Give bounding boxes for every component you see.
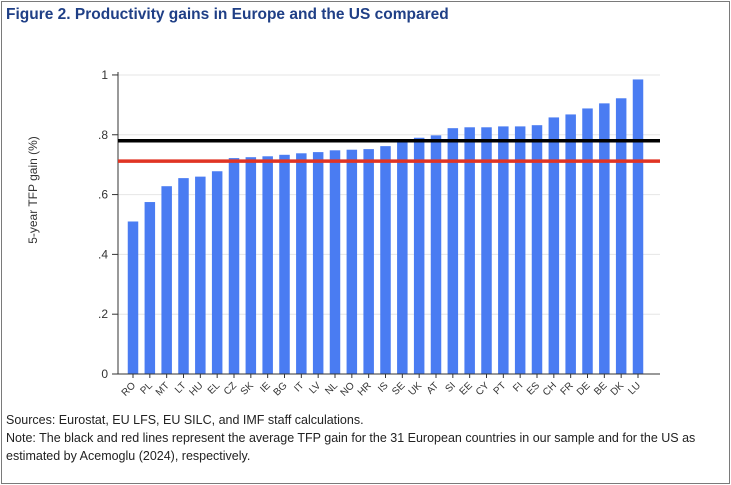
bar bbox=[481, 127, 492, 374]
bars bbox=[127, 79, 644, 375]
bar bbox=[195, 176, 206, 374]
x-tick-label: DK bbox=[609, 380, 627, 398]
bar bbox=[397, 141, 408, 374]
x-tick-label: HU bbox=[187, 380, 205, 398]
bar bbox=[582, 108, 593, 374]
y-tick-label: .6 bbox=[98, 188, 108, 202]
x-tick-label: RO bbox=[120, 380, 139, 399]
bar bbox=[447, 128, 459, 374]
bar bbox=[413, 137, 425, 374]
bar bbox=[211, 171, 223, 374]
x-tick-label: PL bbox=[139, 380, 156, 397]
source-text: Sources: Eurostat, EU LFS, EU SILC, and … bbox=[6, 413, 364, 427]
x-tick-label: SI bbox=[443, 380, 457, 394]
x-tick-label: NL bbox=[323, 380, 340, 397]
bar bbox=[363, 149, 374, 374]
x-tick-label: FI bbox=[511, 380, 525, 394]
x-tick-label: SE bbox=[390, 380, 407, 397]
y-tick-label: .8 bbox=[98, 128, 108, 142]
note-text: Note: The black and red lines represent … bbox=[6, 431, 696, 463]
bar bbox=[262, 156, 273, 374]
bar bbox=[430, 135, 442, 374]
bar bbox=[632, 79, 644, 374]
y-tick-label: .2 bbox=[98, 307, 108, 321]
y-axis: 0 .2 .4 .6 .8 1 bbox=[98, 68, 119, 381]
bar bbox=[615, 98, 627, 374]
x-tick-label: PT bbox=[492, 380, 509, 397]
bar bbox=[548, 117, 560, 375]
reference-lines bbox=[118, 138, 660, 163]
x-tick-label: CH bbox=[541, 380, 559, 398]
x-tick-label: AT bbox=[425, 380, 441, 396]
bar bbox=[161, 186, 172, 374]
x-tick-label: BG bbox=[272, 380, 290, 398]
bar bbox=[245, 157, 257, 374]
x-tick-label: LU bbox=[626, 380, 643, 397]
bar bbox=[599, 103, 610, 375]
x-tick-label: IE bbox=[258, 380, 273, 395]
figure-notes: Sources: Eurostat, EU LFS, EU SILC, and … bbox=[6, 411, 721, 465]
x-tick-label: EL bbox=[206, 380, 223, 397]
x-tick-label: DE bbox=[575, 380, 593, 398]
bar bbox=[498, 126, 509, 374]
x-tick-label: HR bbox=[356, 380, 374, 398]
bar bbox=[279, 154, 290, 374]
bar bbox=[514, 126, 526, 374]
bar bbox=[531, 125, 543, 374]
x-tick-label: UK bbox=[407, 380, 425, 398]
bar bbox=[178, 178, 189, 374]
bar bbox=[329, 150, 341, 374]
figure-title: Figure 2. Productivity gains in Europe a… bbox=[6, 6, 449, 23]
x-tick-label: NO bbox=[339, 380, 358, 399]
x-tick-label: LT bbox=[173, 380, 189, 396]
bar bbox=[228, 158, 240, 374]
x-tick-label: MT bbox=[154, 380, 172, 398]
bar bbox=[565, 114, 576, 375]
x-tick-label: IS bbox=[376, 380, 391, 395]
x-tick-label: EE bbox=[458, 380, 475, 397]
bar bbox=[144, 202, 156, 374]
y-tick-label: 0 bbox=[101, 367, 108, 381]
bar bbox=[346, 149, 358, 374]
bar bbox=[312, 152, 324, 374]
x-tick-label: BE bbox=[592, 380, 609, 397]
x-tick-label: CY bbox=[474, 380, 492, 398]
x-tick-label: ES bbox=[525, 380, 542, 397]
bar bbox=[127, 221, 139, 374]
x-tick-label: FR bbox=[559, 380, 576, 397]
bar bbox=[380, 146, 391, 374]
x-tick-label: LV bbox=[307, 380, 323, 396]
y-axis-label: 5-year TFP gain (%) bbox=[26, 136, 40, 244]
x-tick-label: SK bbox=[239, 380, 256, 397]
y-tick-label: .4 bbox=[98, 247, 108, 261]
bar bbox=[464, 127, 475, 374]
x-tick-label: IT bbox=[292, 380, 306, 394]
bar bbox=[296, 153, 307, 374]
y-tick-label: 1 bbox=[101, 68, 108, 82]
x-tick-label: CZ bbox=[222, 380, 239, 397]
